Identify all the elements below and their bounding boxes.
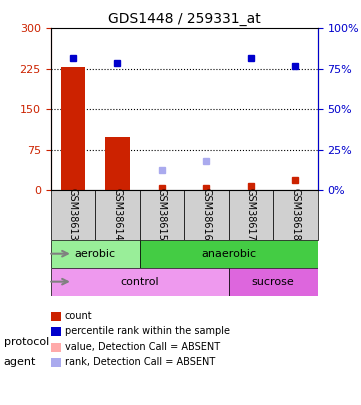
Text: sucrose: sucrose xyxy=(252,277,295,287)
FancyBboxPatch shape xyxy=(51,240,140,268)
FancyBboxPatch shape xyxy=(229,190,273,240)
Text: GSM38613: GSM38613 xyxy=(68,188,78,241)
FancyBboxPatch shape xyxy=(273,190,318,240)
Text: GSM38615: GSM38615 xyxy=(157,188,167,241)
FancyBboxPatch shape xyxy=(229,268,318,296)
Bar xyxy=(61,67,85,190)
Text: protocol: protocol xyxy=(4,337,49,347)
Text: rank, Detection Call = ABSENT: rank, Detection Call = ABSENT xyxy=(65,357,215,367)
Title: GDS1448 / 259331_at: GDS1448 / 259331_at xyxy=(108,12,261,26)
FancyBboxPatch shape xyxy=(95,190,140,240)
FancyBboxPatch shape xyxy=(140,190,184,240)
Text: percentile rank within the sample: percentile rank within the sample xyxy=(65,326,230,336)
FancyBboxPatch shape xyxy=(184,190,229,240)
Bar xyxy=(105,137,130,190)
Text: control: control xyxy=(120,277,159,287)
FancyBboxPatch shape xyxy=(140,240,318,268)
Text: count: count xyxy=(65,311,93,321)
Text: GSM38614: GSM38614 xyxy=(112,188,122,241)
Text: GSM38618: GSM38618 xyxy=(290,188,300,241)
Text: GSM38616: GSM38616 xyxy=(201,188,212,241)
Text: value, Detection Call = ABSENT: value, Detection Call = ABSENT xyxy=(65,342,220,352)
Text: GSM38617: GSM38617 xyxy=(246,188,256,241)
Text: aerobic: aerobic xyxy=(74,249,116,259)
Text: agent: agent xyxy=(4,358,36,367)
FancyBboxPatch shape xyxy=(51,190,95,240)
Text: anaerobic: anaerobic xyxy=(201,249,256,259)
FancyBboxPatch shape xyxy=(51,268,229,296)
